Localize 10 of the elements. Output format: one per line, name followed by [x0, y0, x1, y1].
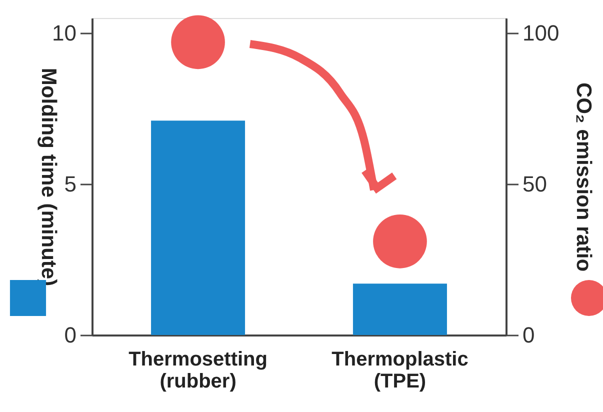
y2-tick-label: 50	[522, 172, 547, 197]
x-tick-label: Thermoplastic (TPE)	[332, 348, 468, 392]
y2-axis-title: CO₂ emission ratio	[572, 82, 596, 272]
y2-tick-label: 0	[522, 322, 535, 348]
y-tick-label: 5	[64, 172, 76, 197]
x-tick-label: Thermosetting (rubber)	[128, 348, 268, 392]
y-tick-label: 10	[52, 20, 76, 46]
y2-tick-label: 100	[522, 20, 560, 46]
y-axis-title: Molding time (minute)	[37, 68, 60, 286]
y-tick-label: 0	[64, 322, 76, 348]
